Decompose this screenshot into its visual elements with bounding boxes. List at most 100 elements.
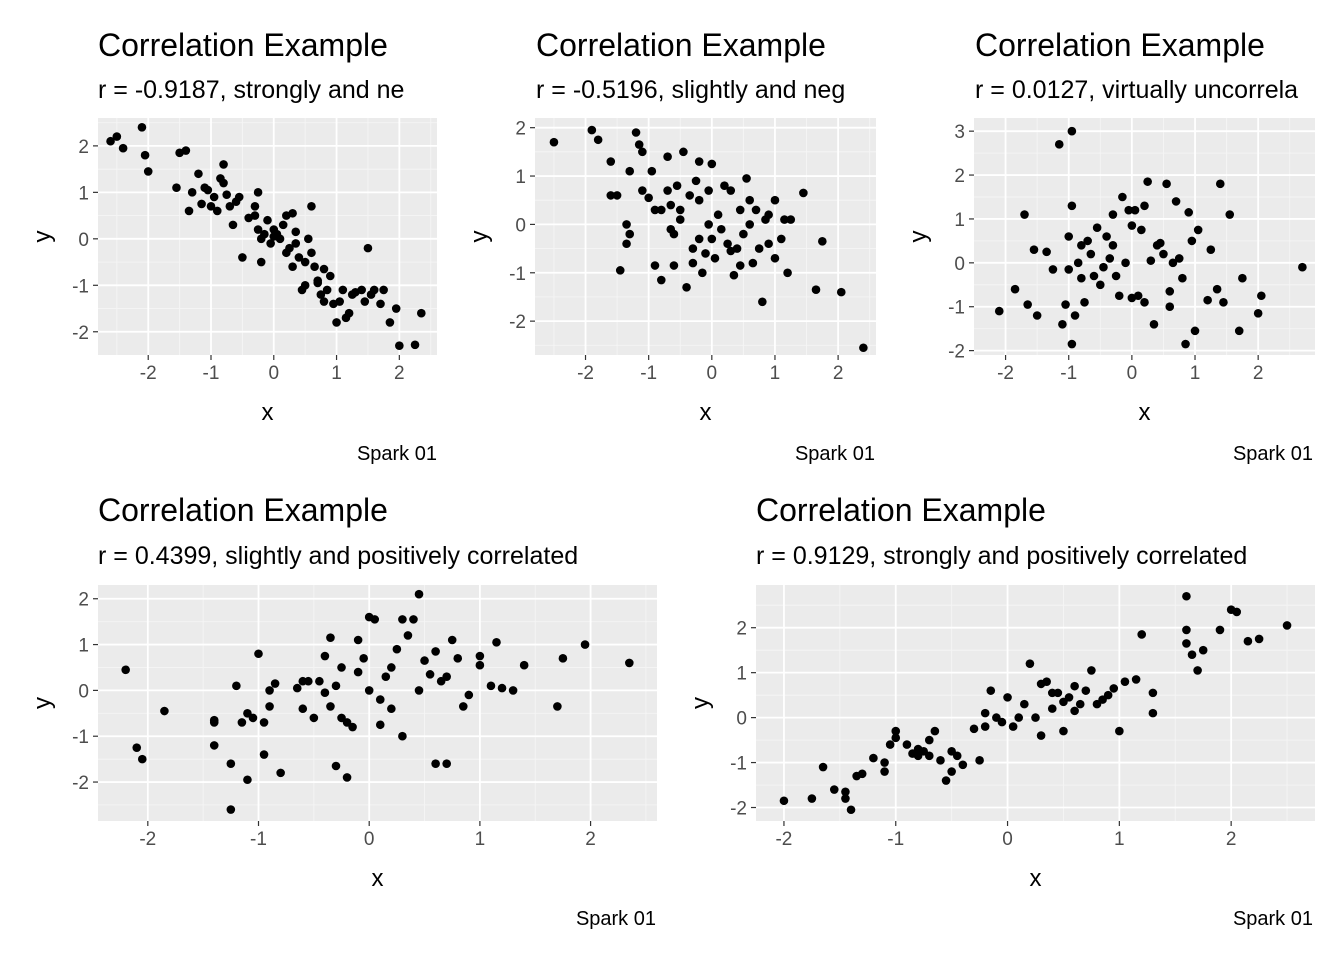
scatter-point xyxy=(1225,210,1235,219)
scatter-point xyxy=(291,227,301,237)
scatter-point xyxy=(250,201,260,211)
scatter-point xyxy=(1003,693,1012,702)
scatter-point xyxy=(558,654,568,663)
scatter-point xyxy=(656,205,666,215)
scatter-point xyxy=(1182,625,1191,635)
x-tick-label: 1 xyxy=(331,363,342,384)
scatter-point xyxy=(243,775,252,785)
scatter-point xyxy=(1149,319,1159,329)
scatter-point xyxy=(254,649,263,659)
scatter-point xyxy=(1193,666,1202,675)
x-tick-label: -1 xyxy=(1060,363,1077,384)
scatter-point xyxy=(952,751,962,761)
scatter-point xyxy=(1171,197,1181,206)
scatter-point xyxy=(735,261,745,270)
x-axis-label: x xyxy=(700,399,712,426)
scatter-point xyxy=(194,169,203,179)
scatter-point xyxy=(1014,713,1024,722)
scatter-point xyxy=(811,285,821,295)
scatter-point xyxy=(1032,311,1042,320)
scatter-point xyxy=(364,686,374,695)
scatter-point xyxy=(259,750,269,759)
scatter-point xyxy=(859,343,868,353)
chart-title: Correlation Example xyxy=(98,492,388,528)
scatter-point xyxy=(1064,265,1074,274)
scatter-point xyxy=(278,220,288,230)
scatter-point xyxy=(723,239,732,249)
scatter-point xyxy=(1020,210,1029,219)
scatter-point xyxy=(392,644,402,654)
scatter-point xyxy=(1203,295,1212,305)
scatter-point xyxy=(112,132,122,141)
scatter-point xyxy=(1109,684,1119,693)
scatter-point xyxy=(228,220,238,230)
scatter-point xyxy=(1105,254,1115,263)
y-tick-label: -1 xyxy=(72,727,89,748)
scatter-point xyxy=(1143,177,1152,186)
scatter-point xyxy=(291,239,301,248)
scatter-point xyxy=(1215,179,1225,189)
x-tick-label: 0 xyxy=(1002,829,1013,850)
scatter-point xyxy=(226,805,236,814)
scatter-point xyxy=(256,257,266,267)
scatter-point xyxy=(650,205,660,215)
scatter-point xyxy=(612,191,622,200)
scatter-point xyxy=(375,695,385,704)
chart-subtitle: r = -0.5196, slightly and neg xyxy=(536,76,845,104)
scatter-point xyxy=(219,160,228,169)
scatter-point xyxy=(475,651,485,661)
scatter-point xyxy=(1257,291,1266,301)
scatter-point xyxy=(880,758,889,767)
y-tick-label: -2 xyxy=(730,799,747,820)
scatter-point xyxy=(316,290,326,299)
scatter-point xyxy=(338,285,348,295)
scatter-point xyxy=(891,733,901,743)
scatter-point xyxy=(807,794,817,803)
scatter-point xyxy=(225,201,235,211)
scatter-point xyxy=(1133,291,1143,301)
scatter-point xyxy=(1198,645,1208,655)
scatter-point xyxy=(357,285,366,295)
scatter-point xyxy=(1031,713,1040,722)
scatter-point xyxy=(1182,591,1191,601)
scatter-point xyxy=(395,341,404,351)
scatter-point xyxy=(1067,339,1077,349)
scatter-point xyxy=(1036,731,1046,740)
chart-caption: Spark 01 xyxy=(1233,908,1313,930)
scatter-point xyxy=(836,287,846,297)
scatter-point xyxy=(1070,681,1079,691)
y-tick-label: -2 xyxy=(509,312,526,333)
y-axis-label: y xyxy=(29,697,56,709)
scatter-point xyxy=(1067,126,1077,136)
scatter-point xyxy=(553,702,562,711)
scatter-point xyxy=(1182,639,1191,648)
scatter-point xyxy=(304,676,313,686)
x-axis-label: x xyxy=(1139,399,1151,426)
scatter-point xyxy=(682,282,691,292)
scatter-point xyxy=(307,248,316,258)
scatter-point xyxy=(292,683,302,693)
scatter-point xyxy=(475,660,485,670)
scatter-point xyxy=(1010,284,1020,294)
scatter-point xyxy=(1115,726,1124,736)
scatter-point xyxy=(1131,675,1141,684)
y-tick-label: -2 xyxy=(948,342,965,363)
scatter-point xyxy=(181,146,191,155)
scatter-point xyxy=(716,224,726,234)
scatter-point xyxy=(593,135,603,145)
scatter-point xyxy=(1162,179,1171,189)
scatter-point xyxy=(143,167,153,176)
scatter-point xyxy=(1111,271,1121,281)
scatter-point xyxy=(160,706,169,716)
scatter-point xyxy=(691,176,701,186)
plot-panel xyxy=(535,118,876,355)
scatter-point xyxy=(688,244,698,253)
scatter-point xyxy=(298,704,308,714)
x-tick-label: 1 xyxy=(1190,363,1201,384)
scatter-point xyxy=(975,756,984,765)
scatter-point xyxy=(625,658,634,668)
y-tick-label: -1 xyxy=(72,276,89,297)
x-tick-label: -2 xyxy=(577,363,594,384)
y-tick-label: 1 xyxy=(78,183,89,204)
scatter-point xyxy=(310,262,319,272)
